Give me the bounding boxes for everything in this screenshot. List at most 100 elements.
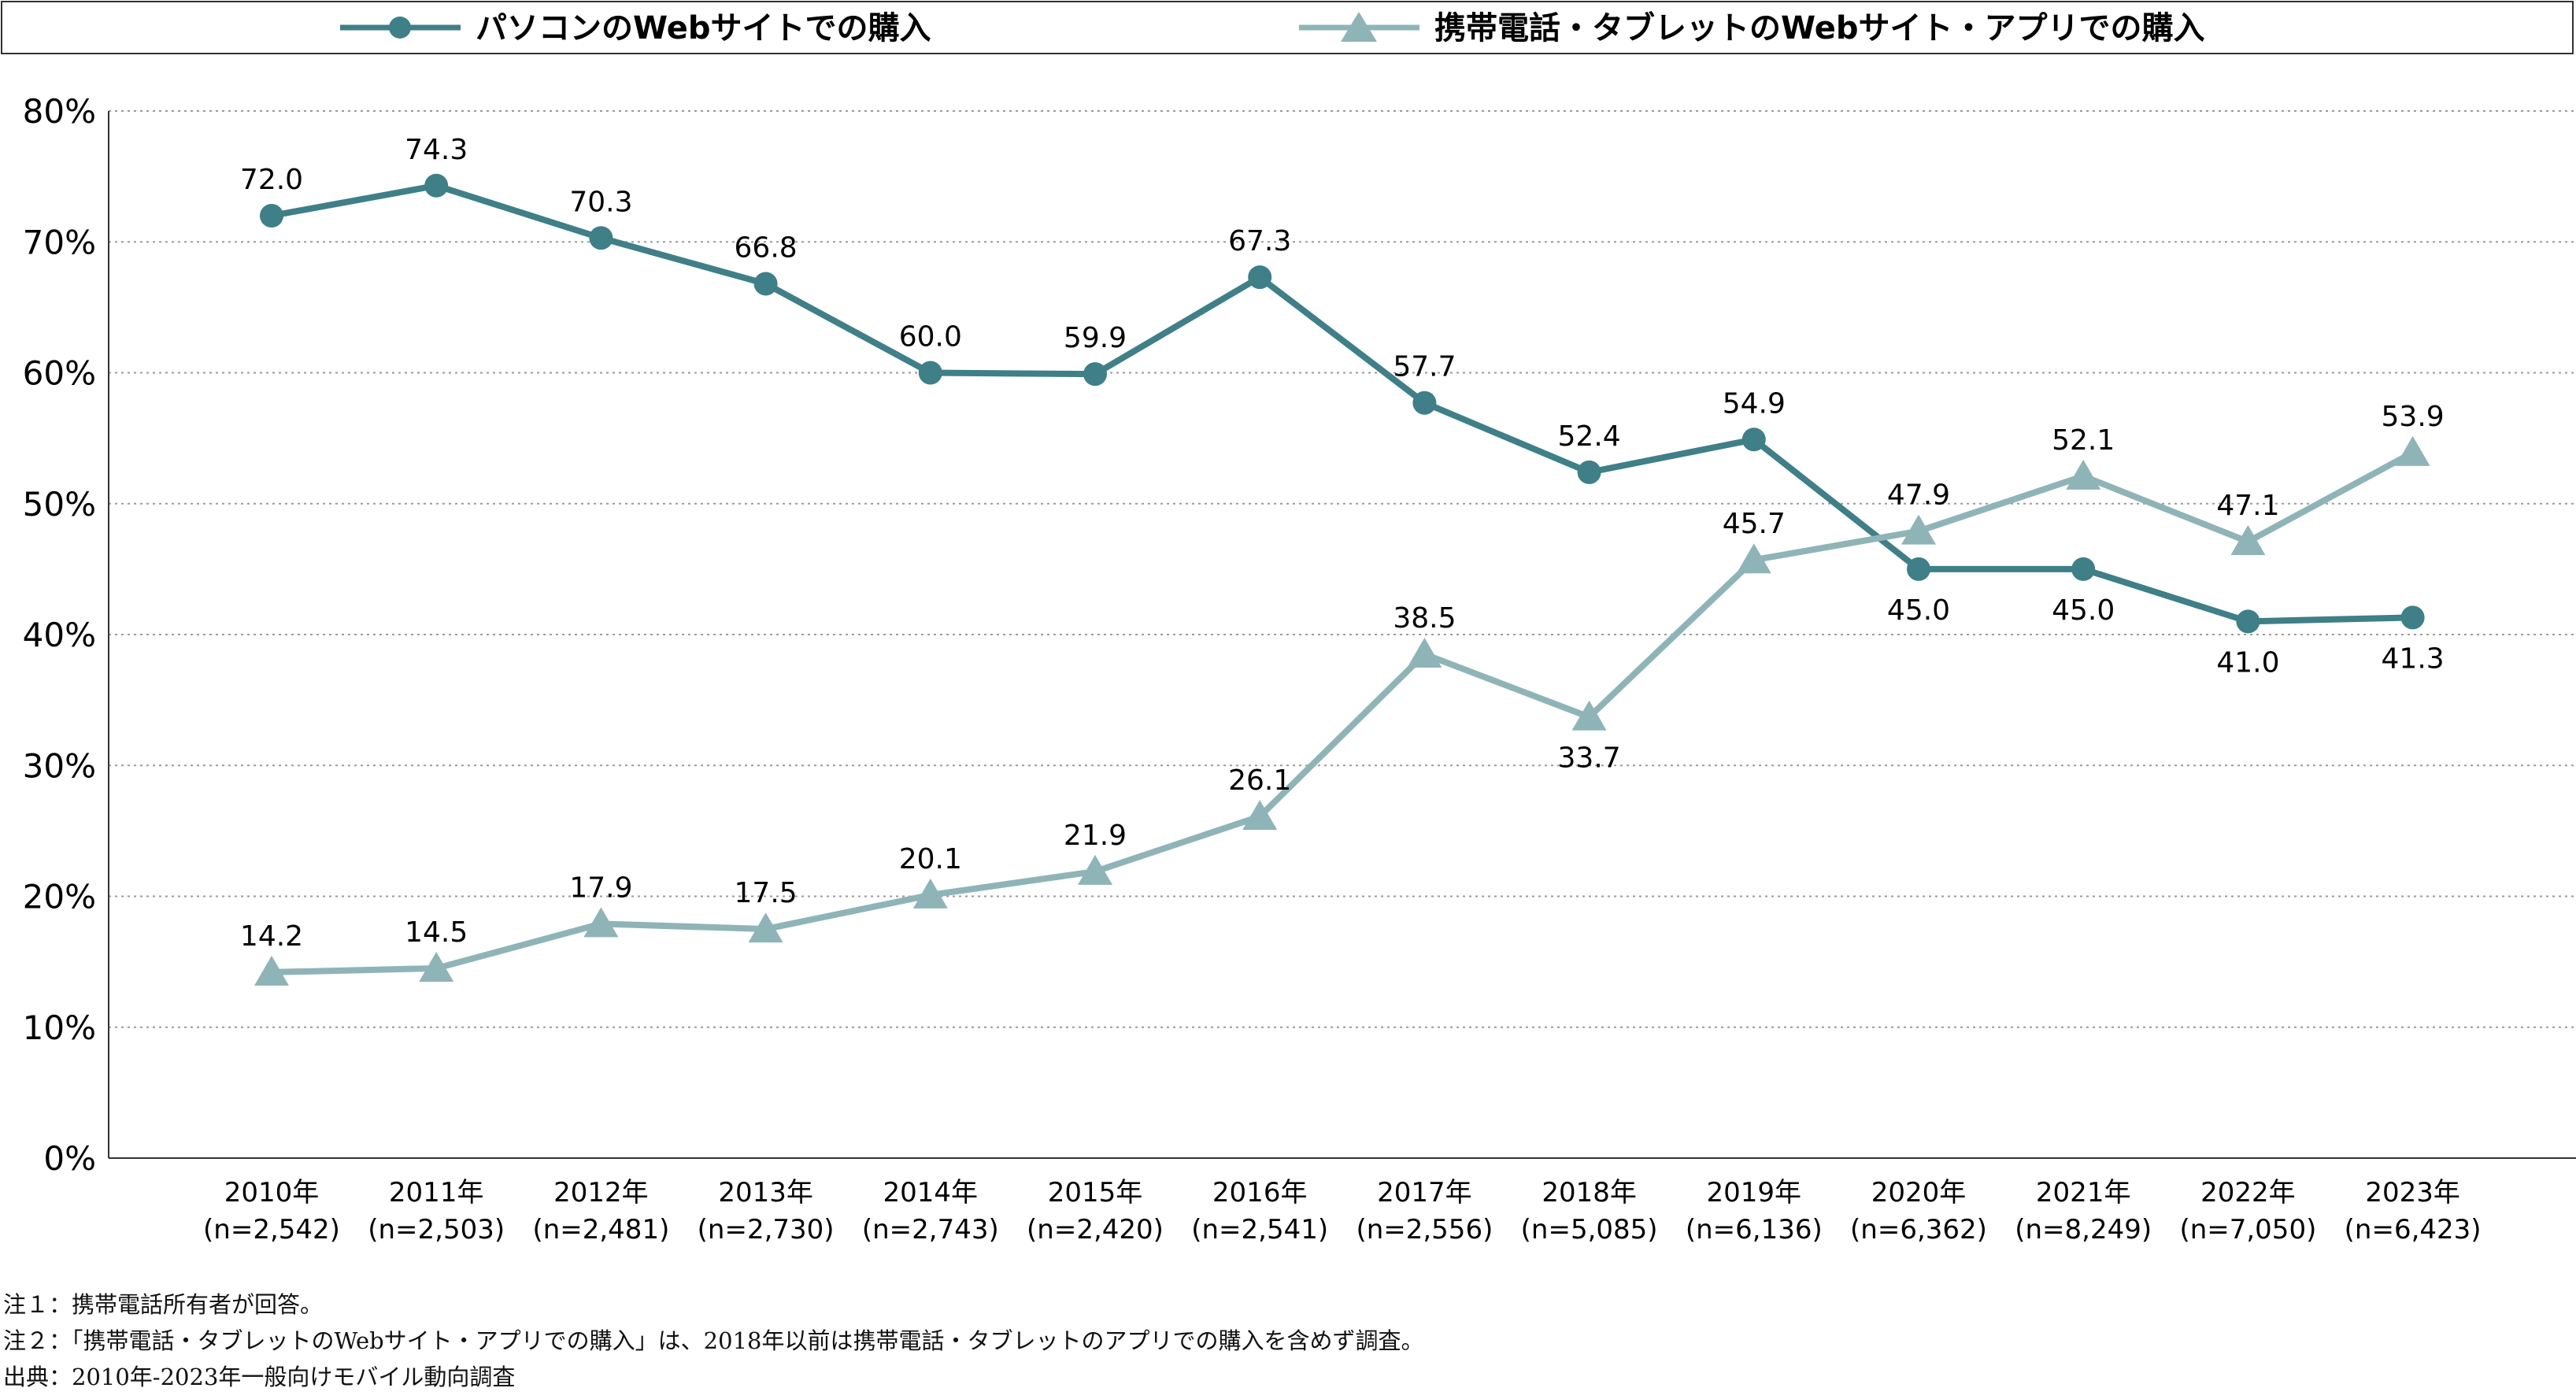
data-label: 20.1 — [899, 843, 962, 875]
data-point-triangle — [1901, 514, 1936, 545]
legend-triangle-marker-icon — [1341, 12, 1377, 42]
data-point-triangle — [1736, 543, 1771, 574]
data-labels: 72.0 74.3 70.3 66.8 60.0 59.9 67.3 57.7 52.4 54.9… — [240, 134, 2445, 953]
x-tick-label: 2022年 — [2200, 1177, 2296, 1208]
data-label: 21.9 — [1064, 820, 1127, 852]
legend-item-mobile: 携帯電話・タブレットのWebサイト・アプリでの購入 — [1299, 10, 2204, 46]
data-label: 57.7 — [1393, 351, 1456, 383]
x-tick-label: 2015年 — [1048, 1177, 1143, 1208]
x-tick-sublabel: (n=7,050) — [2179, 1214, 2316, 1245]
data-label: 14.5 — [405, 916, 468, 949]
data-label: 54.9 — [1723, 387, 1786, 420]
x-tick-sublabel: (n=2,556) — [1356, 1214, 1493, 1245]
data-point-circle — [260, 204, 283, 228]
line-chart: パソコンのWebサイトでの購入 携帯電話・タブレットのWebサイト・アプリでの購… — [1, 1, 2576, 1245]
data-label: 26.1 — [1228, 764, 1291, 797]
x-tick-label: 2019年 — [1707, 1177, 1802, 1208]
x-tick-label: 2018年 — [1542, 1177, 1637, 1208]
x-tick-sublabel: (n=2,481) — [532, 1214, 669, 1245]
data-label: 53.9 — [2382, 401, 2445, 433]
x-tick-label: 2023年 — [2365, 1177, 2460, 1208]
data-point-circle — [1577, 460, 1601, 484]
y-tick-label: 20% — [23, 878, 96, 916]
gridlines — [109, 110, 2576, 1028]
x-tick-sublabel: (n=2,503) — [368, 1214, 505, 1245]
data-point-circle — [2071, 557, 2096, 581]
data-point-circle — [918, 361, 942, 385]
legend-label-pc: パソコンのWebサイトでの購入 — [476, 10, 931, 46]
x-tick-sublabel: (n=8,249) — [2015, 1214, 2152, 1245]
data-label: 17.9 — [569, 872, 632, 904]
data-label: 72.0 — [240, 164, 303, 196]
data-point-triangle — [1242, 800, 1278, 831]
x-tick-label: 2017年 — [1377, 1177, 1472, 1208]
series-line-0 — [271, 182, 2413, 625]
data-label: 52.1 — [2052, 424, 2115, 457]
y-tick-label: 60% — [23, 354, 96, 393]
data-label: 33.7 — [1558, 742, 1621, 775]
data-point-circle — [1412, 390, 1437, 415]
data-label: 74.3 — [405, 134, 468, 166]
x-tick-label: 2012年 — [553, 1177, 649, 1208]
y-axis: 0% 10% 20% 30% 40% 50% 60% 70% 80% — [23, 92, 109, 1178]
x-tick-label: 2016年 — [1212, 1177, 1308, 1208]
x-tick-label: 2010年 — [224, 1177, 320, 1208]
y-tick-label: 0% — [43, 1139, 96, 1178]
data-point-triangle — [583, 907, 619, 938]
data-point-triangle — [748, 912, 783, 943]
data-point-circle — [1907, 557, 1930, 581]
data-point-circle — [1248, 265, 1272, 290]
data-point-circle — [589, 226, 613, 250]
data-point-triangle — [2395, 435, 2430, 466]
data-label: 52.4 — [1558, 420, 1621, 453]
legend-label-mobile: 携帯電話・タブレットのWebサイト・アプリでの購入 — [1434, 10, 2204, 46]
x-tick-sublabel: (n=2,420) — [1027, 1214, 1164, 1245]
data-label: 47.1 — [2216, 490, 2279, 522]
data-point-circle — [2400, 605, 2425, 630]
data-point-circle — [753, 272, 778, 296]
x-tick-label: 2021年 — [2036, 1177, 2131, 1208]
y-tick-label: 70% — [23, 223, 96, 261]
y-tick-label: 10% — [23, 1009, 96, 1047]
x-tick-sublabel: (n=2,541) — [1191, 1214, 1328, 1245]
x-tick-label: 2020年 — [1871, 1177, 1967, 1208]
series-line-1 — [271, 450, 2415, 975]
data-label: 45.0 — [2052, 594, 2115, 627]
data-label: 67.3 — [1228, 225, 1291, 257]
data-point-circle — [1083, 362, 1107, 387]
note-2: 注２：「携帯電話・タブレットのWebサイト・アプリでの購入」は、2018年以前は… — [3, 1327, 1424, 1354]
data-label: 60.0 — [899, 321, 962, 353]
data-point-triangle — [1078, 854, 1112, 885]
data-label: 66.8 — [735, 231, 798, 264]
data-label: 59.9 — [1064, 322, 1127, 354]
x-tick-label: 2014年 — [883, 1177, 979, 1208]
footnotes: 注１：携帯電話所有者が回答。 注２：「携帯電話・タブレットのWebサイト・アプリ… — [3, 1286, 1423, 1395]
data-label: 41.3 — [2382, 642, 2445, 675]
data-label: 47.9 — [1887, 479, 1950, 512]
x-tick-sublabel: (n=5,085) — [1521, 1214, 1658, 1245]
x-tick-label: 2013年 — [718, 1177, 813, 1208]
x-tick-sublabel: (n=6,423) — [2345, 1214, 2482, 1245]
data-point-triangle — [912, 878, 948, 909]
y-tick-label: 30% — [23, 746, 96, 785]
legend-circle-marker-icon — [389, 17, 411, 39]
source-note: 出典：2010年-2023年一般向けモバイル動向調査 — [3, 1364, 516, 1390]
data-label: 70.3 — [569, 186, 632, 218]
data-point-circle — [424, 173, 449, 198]
y-tick-label: 80% — [23, 92, 96, 131]
data-label: 38.5 — [1393, 602, 1456, 635]
x-tick-sublabel: (n=6,136) — [1686, 1214, 1823, 1245]
data-label: 17.5 — [735, 877, 798, 909]
data-point-triangle — [254, 955, 289, 986]
data-point-triangle — [2066, 459, 2101, 490]
data-point-triangle — [1407, 637, 1442, 668]
x-tick-sublabel: (n=2,743) — [862, 1214, 999, 1245]
data-point-triangle — [2230, 524, 2266, 555]
y-tick-label: 50% — [23, 485, 96, 524]
x-tick-sublabel: (n=2,542) — [203, 1214, 340, 1245]
data-label: 45.7 — [1723, 508, 1786, 540]
data-label: 45.0 — [1887, 594, 1950, 627]
y-tick-label: 40% — [23, 616, 96, 654]
legend-item-pc: パソコンのWebサイトでの購入 — [340, 10, 931, 46]
data-label: 41.0 — [2216, 646, 2279, 679]
